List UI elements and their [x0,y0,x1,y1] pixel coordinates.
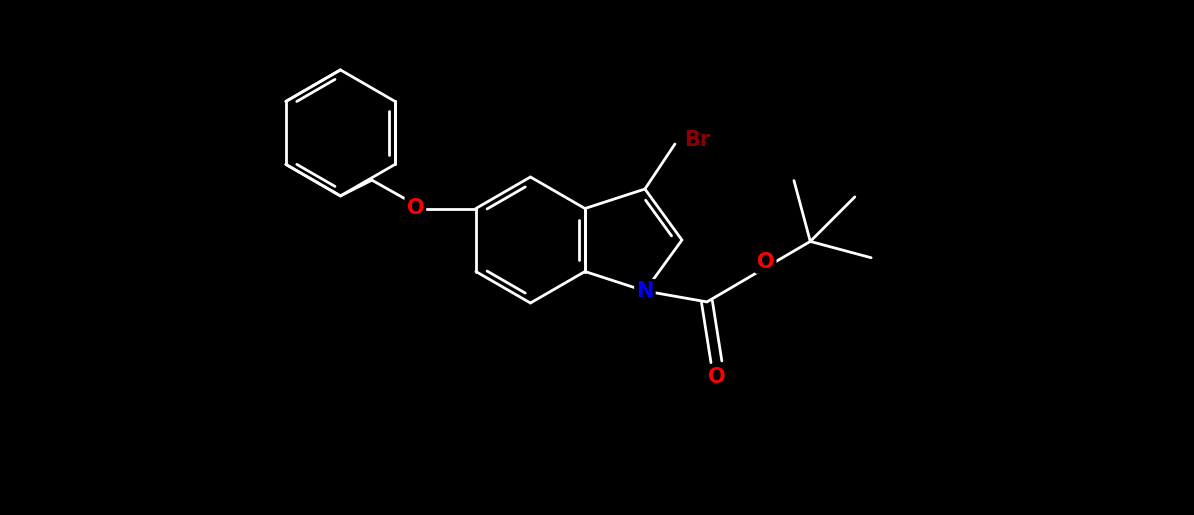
Text: O: O [757,252,775,272]
Text: O: O [708,367,725,387]
Text: O: O [406,198,424,218]
Text: Br: Br [684,130,710,150]
Text: N: N [636,281,653,301]
